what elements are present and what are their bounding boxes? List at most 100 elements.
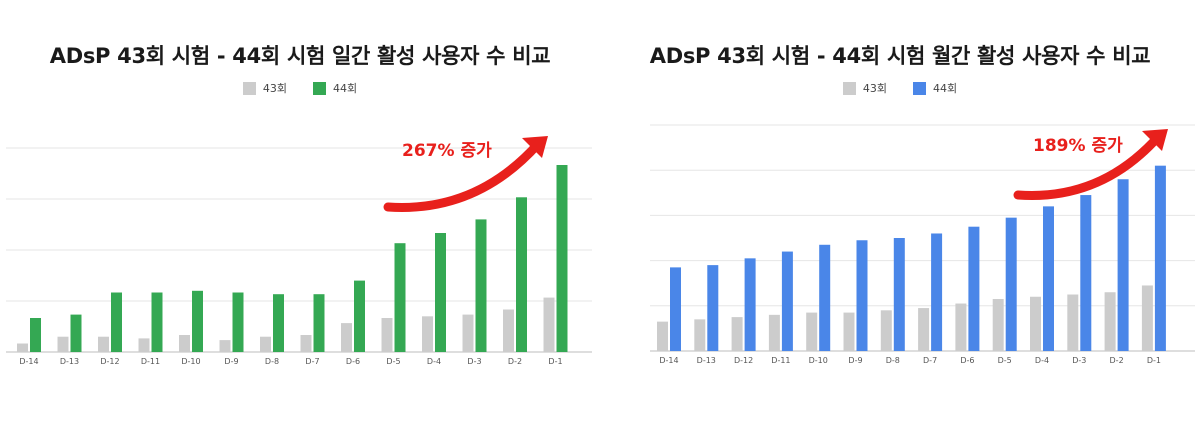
bar-43-d-5 [381, 318, 393, 352]
x-tick-label: D-13 [60, 357, 79, 366]
legend-swatch-44 [913, 81, 926, 95]
bar-43-d-12 [98, 336, 109, 352]
bar-44-d-10 [192, 290, 203, 352]
x-tick-label: D-3 [1072, 356, 1086, 365]
legend: 43회 44회 [600, 80, 1200, 96]
bar-44-d-13 [707, 265, 719, 351]
bar-44-d-1 [1154, 165, 1166, 351]
bar-43-d-11 [138, 338, 150, 352]
x-tick-label: D-8 [886, 356, 900, 365]
bar-43-d-13 [57, 336, 69, 352]
bar-43-d-14 [17, 343, 28, 352]
legend-label-44: 44회 [933, 82, 958, 95]
growth-annotation: 267% 증가 [402, 141, 492, 161]
bar-44-d-5 [1005, 217, 1017, 351]
bar-44-d-2 [1117, 179, 1129, 351]
x-tick-label: D-1 [1147, 356, 1161, 365]
bar-plot-monthly: D-14 D-13 D-12 D-11 D-10 D-9 D-8 D-7 D-6 D-5 D-4 D-… [650, 124, 1195, 365]
x-tick-label: D-5 [386, 357, 400, 366]
x-tick-label: D-8 [265, 357, 279, 366]
growth-arrow-head [1142, 129, 1168, 151]
bar-43-d-9 [843, 312, 855, 351]
x-tick-label: D-7 [923, 356, 937, 365]
bar-44-d-14 [30, 318, 41, 352]
legend-label-44: 44회 [333, 82, 358, 95]
bar-43-d-4 [1030, 296, 1041, 351]
bar-43-d-6 [955, 303, 967, 351]
x-tick-label: D-6 [960, 356, 974, 365]
bar-44-d-6 [354, 280, 365, 352]
x-tick-label: D-7 [305, 357, 319, 366]
x-tick-label: D-14 [659, 356, 678, 365]
bar-43-d-1 [543, 297, 555, 352]
legend-label-43: 43회 [262, 82, 287, 95]
bar-44-d-9 [232, 292, 244, 352]
x-tick-label: D-10 [181, 357, 200, 366]
x-tick-label: D-14 [19, 357, 38, 366]
x-tick-label: D-4 [427, 357, 441, 366]
x-tick-label: D-11 [141, 357, 160, 366]
growth-arrow-shaft [1013, 132, 1163, 201]
bar-plot-daily: D-14 D-13 D-12 D-11 D-10 D-9 D-8 D-7 D-6 D-5 D-4 D-… [6, 136, 592, 366]
bar-43-d-7 [300, 335, 312, 352]
bar-43-d-8 [260, 336, 271, 352]
bar-43-d-7 [918, 308, 930, 351]
bar-44-d-8 [273, 294, 284, 352]
bar-44-d-6 [968, 226, 980, 351]
x-tick-label: D-12 [100, 357, 119, 366]
bar-43-d-9 [219, 340, 231, 352]
bar-43-d-1 [1141, 285, 1153, 351]
bar-43-d-8 [880, 310, 892, 351]
x-tick-label: D-2 [1110, 356, 1124, 365]
bar-44-d-10 [819, 244, 831, 351]
chart-title: ADsP 43회 시험 - 44회 시험 일간 활성 사용자 수 비교 [49, 44, 551, 68]
x-tick-label: D-13 [697, 356, 716, 365]
chart-title: ADsP 43회 시험 - 44회 시험 월간 활성 사용자 수 비교 [649, 44, 1151, 68]
growth-arrow-shaft [383, 139, 543, 212]
bar-43-d-2 [1104, 292, 1116, 351]
x-tick-label: D-6 [346, 357, 360, 366]
legend-item-43: 43회 [842, 80, 887, 96]
bar-43-d-3 [1067, 294, 1079, 351]
x-tick-label: D-1 [548, 357, 562, 366]
x-tick-label: D-11 [771, 356, 790, 365]
x-tick-label: D-9 [848, 356, 862, 365]
x-tick-label: D-3 [467, 357, 481, 366]
bar-44-d-9 [856, 240, 868, 351]
bar-44-d-11 [151, 292, 163, 352]
legend: 43회 44회 [0, 80, 600, 96]
legend-swatch-43 [242, 81, 256, 95]
bar-43-d-13 [694, 319, 706, 351]
x-tick-label: D-2 [508, 357, 522, 366]
x-tick-label: D-12 [734, 356, 753, 365]
bar-44-d-14 [670, 267, 681, 351]
bar-44-d-3 [1080, 195, 1092, 351]
bar-43-d-14 [657, 321, 668, 351]
growth-annotation: 189% 증가 [1033, 136, 1123, 156]
legend-item-43: 43회 [242, 80, 287, 96]
bar-44-d-1 [556, 165, 568, 352]
bar-43-d-12 [731, 317, 743, 351]
bar-44-d-4 [1043, 206, 1054, 351]
legend-item-44: 44회 [313, 80, 357, 96]
bar-44-d-12 [111, 292, 122, 352]
bar-44-d-8 [893, 238, 905, 351]
legend-swatch-44 [313, 81, 326, 95]
bar-43-d-10 [806, 312, 818, 351]
bar-44-d-11 [781, 251, 793, 351]
bar-44-d-3 [475, 219, 487, 352]
bar-43-d-11 [768, 314, 780, 351]
bar-44-d-7 [313, 294, 325, 352]
growth-arrow-head [522, 136, 548, 158]
legend-item-44: 44회 [913, 80, 957, 96]
bar-44-d-13 [70, 314, 82, 352]
bar-43-d-2 [503, 309, 514, 352]
x-tick-label: D-5 [998, 356, 1012, 365]
bar-44-d-12 [744, 258, 756, 351]
bar-44-d-7 [931, 233, 943, 351]
legend-swatch-43 [842, 81, 856, 95]
chart-panel-daily: ADsP 43회 시험 - 44회 시험 일간 활성 사용자 수 비교 43회 … [0, 44, 600, 366]
bar-43-d-4 [422, 316, 433, 352]
bar-44-d-2 [516, 197, 527, 352]
bar-43-d-10 [179, 335, 190, 352]
